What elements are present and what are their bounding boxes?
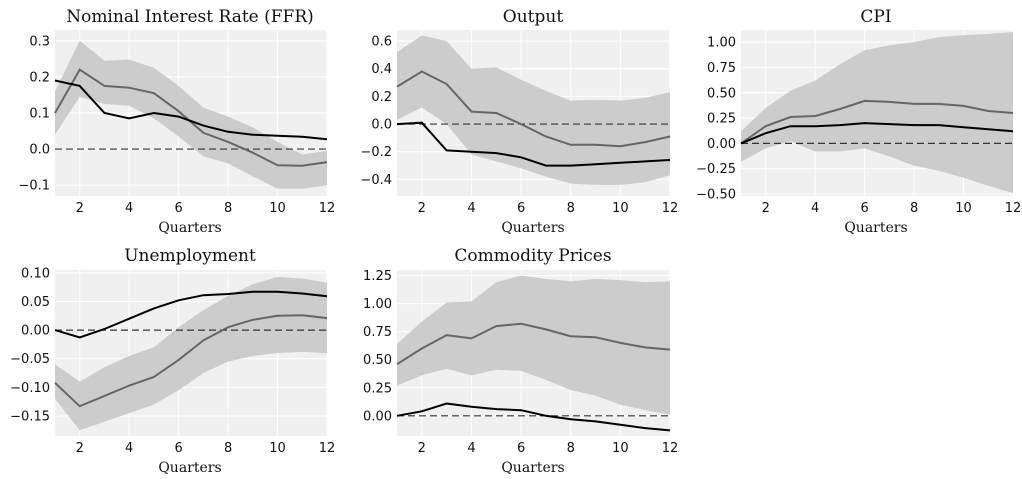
panel-output: Output Quarters −0.4 −0.2 0.0 0.2 0.4 0.6 2 4 6 8…	[360, 7, 678, 236]
x-axis-label: Quarters	[158, 460, 221, 476]
panel-title: Nominal Interest Rate (FFR)	[66, 7, 314, 27]
panel-cpi: CPI Quarters −0.50 −0.25 0.00 0.25 0.50 0.75 1…	[696, 7, 1021, 236]
point-estimate-line	[54, 290, 328, 339]
x-tick-label: 8	[567, 201, 575, 216]
x-tick-label: 12	[662, 441, 679, 456]
y-tick-label: 0.05	[21, 295, 50, 310]
x-tick-label: 4	[125, 441, 133, 456]
x-tick-label: 6	[174, 201, 182, 216]
y-tick-label: 0.50	[363, 353, 392, 368]
x-tick-label: 2	[76, 201, 84, 216]
y-tick-label: −0.10	[10, 381, 50, 396]
confidence-band	[397, 275, 670, 415]
confidence-band	[397, 35, 670, 185]
y-tick-label: −0.25	[696, 162, 736, 177]
panel-title: Unemployment	[124, 246, 256, 266]
x-tick-label: 4	[125, 201, 133, 216]
y-tick-label: 0.10	[21, 266, 50, 281]
x-tick-label: 8	[224, 201, 232, 216]
panel-nominal-interest-rate: Nominal Interest Rate (FFR) Quarters −0.…	[18, 7, 335, 236]
x-tick-label: 8	[567, 441, 575, 456]
x-tick-label: 12	[319, 201, 336, 216]
x-tick-label: 2	[762, 201, 770, 216]
y-tick-label: −0.50	[696, 187, 736, 202]
y-tick-label: 1.00	[707, 36, 736, 51]
panel-title: Commodity Prices	[454, 246, 611, 266]
x-tick-label: 10	[269, 201, 286, 216]
x-tick-label: 4	[467, 201, 475, 216]
point-estimate-line	[396, 121, 671, 167]
x-tick-label: 4	[467, 441, 475, 456]
x-tick-label: 2	[418, 201, 426, 216]
y-tick-label: 0.6	[371, 35, 392, 50]
y-tick-label: 0.50	[707, 86, 736, 101]
median-line	[740, 99, 1014, 145]
y-tick-label: 1.25	[363, 269, 392, 284]
y-tick-label: −0.4	[360, 173, 392, 188]
median-line	[54, 314, 328, 408]
point-estimate-line	[396, 402, 671, 432]
median-line	[396, 70, 671, 148]
y-tick-label: 0.00	[363, 409, 392, 424]
panel-title: CPI	[860, 7, 891, 27]
panel-commodity-prices: Commodity Prices Quarters 0.00 0.25 0.50 0.…	[363, 246, 678, 476]
y-tick-label: 0.75	[707, 61, 736, 76]
y-tick-label: −0.05	[10, 352, 50, 367]
x-tick-label: 12	[319, 441, 336, 456]
y-tick-label: 0.25	[363, 381, 392, 396]
panel-unemployment: Unemployment Quarters −0.15 −0.10 −0.05 0.0…	[10, 246, 335, 476]
x-axis-label: Quarters	[501, 460, 564, 476]
median-line	[396, 322, 671, 366]
x-tick-label: 12	[662, 201, 679, 216]
y-tick-label: 0.2	[371, 90, 392, 105]
y-tick-label: 0.3	[29, 34, 50, 49]
x-tick-label: 8	[910, 201, 918, 216]
y-tick-label: −0.1	[18, 179, 50, 194]
y-tick-label: 0.00	[707, 137, 736, 152]
panel-title: Output	[503, 7, 564, 27]
x-axis-label: Quarters	[844, 220, 907, 236]
y-tick-label: −0.15	[10, 409, 50, 424]
y-tick-label: 0.0	[371, 118, 392, 133]
y-tick-label: 0.75	[363, 325, 392, 340]
point-estimate-line	[54, 79, 328, 141]
x-tick-label: 6	[860, 201, 868, 216]
x-axis-label: Quarters	[158, 220, 221, 236]
x-tick-label: 10	[612, 201, 629, 216]
x-tick-label: 10	[955, 201, 972, 216]
y-tick-label: 1.00	[363, 297, 392, 312]
x-tick-label: 6	[174, 441, 182, 456]
y-tick-label: 0.1	[29, 107, 50, 122]
x-tick-label: 2	[76, 441, 84, 456]
x-tick-label: 6	[517, 201, 525, 216]
x-tick-label: 2	[418, 441, 426, 456]
y-tick-label: −0.2	[360, 145, 392, 160]
x-axis-label: Quarters	[501, 220, 564, 236]
confidence-band	[55, 40, 327, 189]
x-tick-label: 12	[1005, 201, 1022, 216]
confidence-band	[741, 32, 1013, 193]
x-tick-label: 10	[612, 441, 629, 456]
y-tick-label: 0.2	[29, 70, 50, 85]
confidence-band	[55, 276, 327, 431]
x-tick-label: 6	[517, 441, 525, 456]
x-tick-label: 4	[811, 201, 819, 216]
y-tick-label: 0.4	[371, 62, 392, 77]
point-estimate-line	[740, 122, 1014, 145]
y-tick-label: 0.25	[707, 112, 736, 127]
y-tick-label: 0.00	[21, 324, 50, 339]
x-tick-label: 8	[224, 441, 232, 456]
x-tick-label: 10	[269, 441, 286, 456]
y-tick-label: 0.0	[29, 143, 50, 158]
